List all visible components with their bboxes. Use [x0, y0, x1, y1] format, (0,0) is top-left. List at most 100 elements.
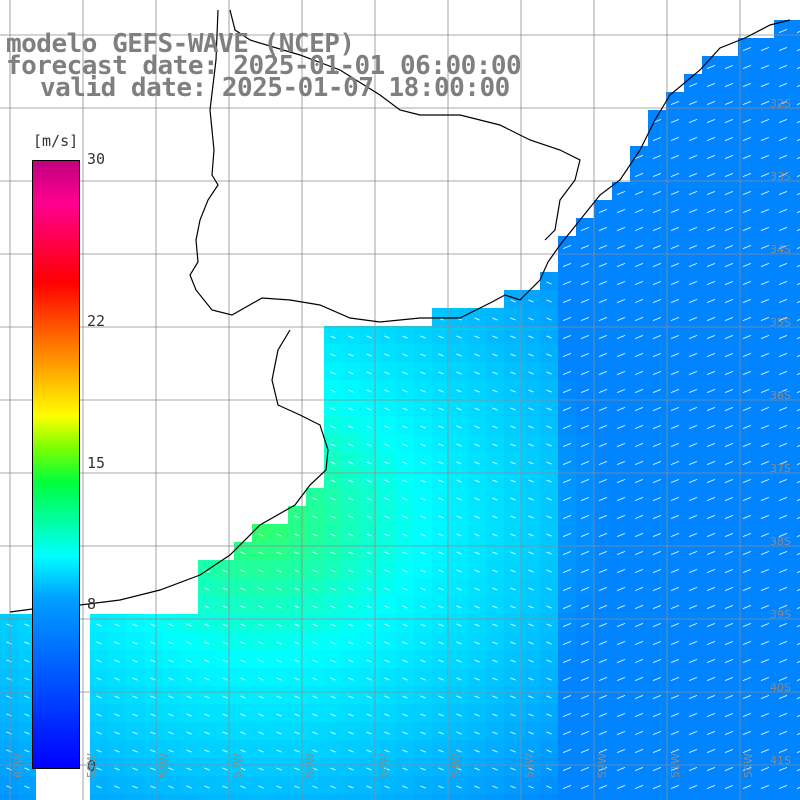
- field-cell: [252, 524, 270, 542]
- field-cell: [414, 704, 432, 722]
- wind-arrow: [652, 389, 662, 393]
- wind-arrow: [366, 371, 372, 375]
- field-cell: [360, 758, 378, 776]
- wind-arrow: [438, 749, 444, 753]
- field-cell: [684, 704, 702, 722]
- field-cell: [414, 596, 432, 614]
- field-cell: [540, 578, 558, 596]
- field-cell: [108, 722, 126, 740]
- wind-arrow: [688, 461, 698, 465]
- wind-arrow: [204, 623, 210, 627]
- field-cell: [720, 524, 738, 542]
- field-cell: [432, 362, 450, 380]
- wind-arrow: [616, 767, 626, 771]
- wind-arrow: [456, 335, 462, 339]
- wind-arrow: [796, 786, 800, 789]
- wind-arrow: [312, 569, 318, 573]
- wind-arrow: [132, 677, 138, 681]
- wind-arrow: [796, 300, 800, 303]
- field-cell: [378, 722, 396, 740]
- wind-arrow: [510, 623, 516, 627]
- wind-arrow: [742, 479, 752, 483]
- field-cell: [702, 488, 720, 506]
- field-cell: [18, 722, 36, 740]
- wind-arrow: [706, 641, 716, 645]
- wind-arrow: [330, 749, 336, 753]
- field-cell: [792, 344, 800, 362]
- wind-arrow: [598, 263, 608, 267]
- wind-arrow: [742, 119, 752, 123]
- wind-arrow: [312, 695, 318, 699]
- field-cell: [522, 758, 540, 776]
- wind-arrow: [204, 587, 210, 591]
- field-cell: [648, 722, 666, 740]
- field-cell: [180, 614, 198, 632]
- wind-arrow: [456, 371, 462, 375]
- wind-arrow: [634, 353, 644, 357]
- field-cell: [306, 524, 324, 542]
- field-cell: [0, 722, 18, 740]
- wind-arrow: [438, 569, 444, 573]
- wind-arrow: [186, 785, 192, 789]
- field-cell: [378, 614, 396, 632]
- wind-arrow: [562, 605, 572, 609]
- wind-arrow: [96, 785, 102, 789]
- field-cell: [450, 686, 468, 704]
- field-cell: [720, 794, 738, 800]
- wind-arrow: [742, 461, 752, 465]
- wind-arrow: [652, 767, 662, 771]
- field-cell: [576, 614, 594, 632]
- field-cell: [576, 758, 594, 776]
- wind-arrow: [742, 587, 752, 591]
- wind-arrow: [528, 767, 534, 771]
- field-cell: [522, 578, 540, 596]
- field-cell: [594, 416, 612, 434]
- wind-arrow: [132, 785, 138, 789]
- field-cell: [774, 542, 792, 560]
- field-cell: [234, 632, 252, 650]
- field-cell: [612, 470, 630, 488]
- field-cell: [342, 596, 360, 614]
- wind-arrow: [760, 389, 770, 393]
- field-cell: [468, 344, 486, 362]
- field-cell: [90, 722, 108, 740]
- wind-arrow: [402, 659, 408, 663]
- field-cell: [324, 794, 342, 800]
- wind-arrow: [294, 677, 300, 681]
- field-cell: [684, 578, 702, 596]
- field-cell: [684, 380, 702, 398]
- wind-arrow: [402, 479, 408, 483]
- wind-arrow: [670, 641, 680, 645]
- wind-arrow: [510, 461, 516, 465]
- field-cell: [504, 794, 522, 800]
- wind-arrow: [724, 335, 734, 339]
- field-cell: [378, 506, 396, 524]
- field-cell: [648, 740, 666, 758]
- field-cell: [558, 362, 576, 380]
- field-cell: [702, 686, 720, 704]
- field-cell: [630, 524, 648, 542]
- field-cell: [594, 704, 612, 722]
- field-cell: [774, 650, 792, 668]
- field-cell: [756, 416, 774, 434]
- field-cell: [774, 722, 792, 740]
- field-cell: [18, 686, 36, 704]
- field-cell: [792, 218, 800, 236]
- field-cell: [234, 758, 252, 776]
- wind-arrow: [150, 785, 156, 789]
- field-cell: [450, 668, 468, 686]
- wind-arrow: [222, 623, 228, 627]
- wind-arrow: [706, 299, 716, 303]
- wind-arrow: [634, 767, 644, 771]
- wind-arrow: [670, 677, 680, 681]
- field-cell: [630, 506, 648, 524]
- field-cell: [630, 578, 648, 596]
- wind-arrow: [580, 749, 590, 753]
- field-cell: [666, 776, 684, 794]
- field-cell: [522, 596, 540, 614]
- wind-arrow: [670, 515, 680, 519]
- field-cell: [306, 668, 324, 686]
- wind-arrow: [132, 641, 138, 645]
- field-cell: [468, 794, 486, 800]
- field-cell: [288, 578, 306, 596]
